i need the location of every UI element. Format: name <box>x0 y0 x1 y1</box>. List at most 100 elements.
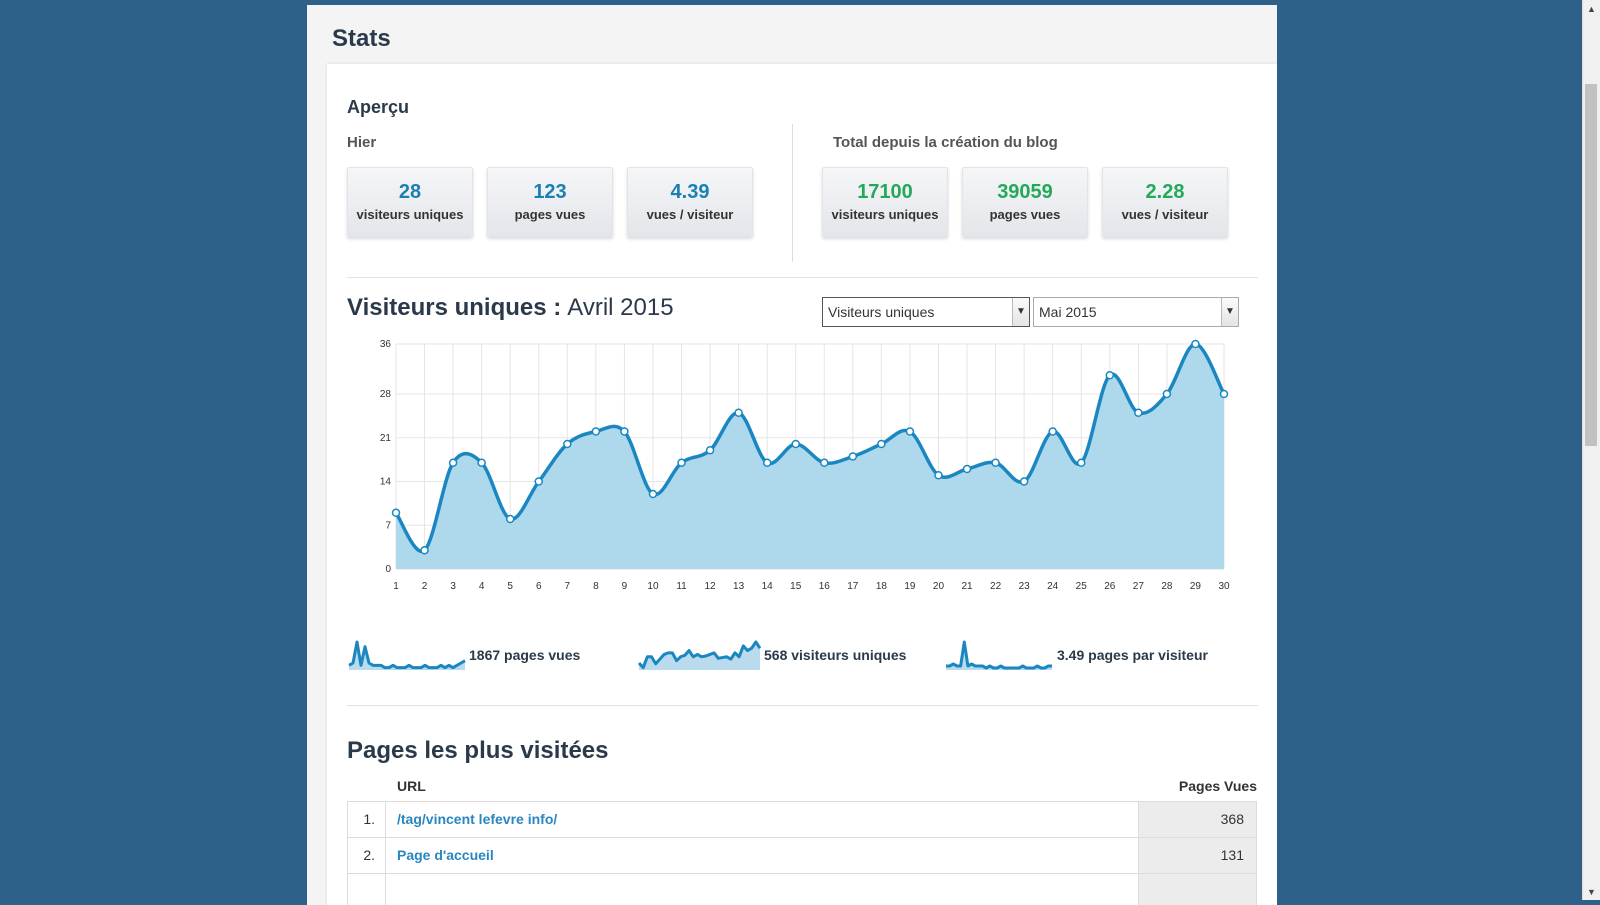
chart-y-tick-label: 21 <box>380 433 392 444</box>
row-url-link[interactable]: /tag/vincent lefevre info/ <box>397 811 558 827</box>
chart-x-tick-label: 28 <box>1161 581 1173 592</box>
chart-x-tick-label: 23 <box>1019 581 1031 592</box>
chart-data-point <box>620 427 629 436</box>
yesterday-label: Hier <box>347 134 377 151</box>
stat-yesterday-views-per-visitor: 4.39 vues / visiteur <box>627 167 753 237</box>
chart-data-point <box>477 458 486 467</box>
chart-data-point <box>1019 477 1029 486</box>
stats-panel: Stats Aperçu Hier Total depuis la créati… <box>307 5 1277 905</box>
stat-value: 2.28 <box>1145 181 1185 203</box>
chart-x-tick-label: 8 <box>593 581 599 592</box>
sparkline-visitors <box>637 640 762 670</box>
chart-y-tick-label: 28 <box>380 389 392 400</box>
chart-data-point <box>1219 389 1229 399</box>
chart-data-point <box>448 458 458 467</box>
chevron-down-icon[interactable]: ▼ <box>1221 298 1238 326</box>
stat-label: vues / visiteur <box>646 207 734 222</box>
chart-x-tick-label: 27 <box>1133 581 1145 592</box>
summary-pages-per-visitor: 3.49 pages par visiteur <box>944 634 1244 674</box>
stat-total-views-per-visitor: 2.28 vues / visiteur <box>1102 167 1228 237</box>
chart-heading-metric: Visiteurs uniques : <box>347 294 562 321</box>
section-divider <box>347 705 1258 706</box>
chart-x-tick-label: 20 <box>933 581 945 592</box>
column-header-url: URL <box>397 778 426 794</box>
chart-data-point <box>734 408 743 417</box>
column-header-views: Pages Vues <box>1178 778 1257 794</box>
chart-x-tick-label: 15 <box>790 581 802 592</box>
page-scrollbar[interactable]: ▲ ▼ <box>1582 0 1600 900</box>
chart-data-point <box>391 508 401 517</box>
stat-label: visiteurs uniques <box>831 207 939 222</box>
chart-y-tick-label: 36 <box>380 339 392 350</box>
stat-total-pageviews: 39059 pages vues <box>962 167 1088 237</box>
chart-data-point <box>934 471 943 480</box>
chart-x-tick-label: 17 <box>847 581 859 592</box>
sparkline-pages-per-visitor <box>946 640 1052 670</box>
stat-value: 39059 <box>997 181 1053 203</box>
chart-heading-period: Avril 2015 <box>567 294 674 321</box>
chart-x-tick-label: 10 <box>647 581 659 592</box>
stats-card: Aperçu Hier Total depuis la création du … <box>327 64 1277 905</box>
chart-data-point <box>1105 371 1115 380</box>
month-select-value: Mai 2015 <box>1039 304 1097 320</box>
row-url-link[interactable]: Page d'accueil <box>397 847 494 863</box>
summary-pages-per-visitor-text: 3.49 pages par visiteur <box>1057 647 1208 663</box>
chart-data-point <box>420 546 429 555</box>
chart-x-tick-label: 1 <box>393 581 399 592</box>
chart-data-point <box>1134 408 1143 417</box>
chart-x-tick-label: 14 <box>762 581 774 592</box>
scroll-up-arrow-icon[interactable]: ▲ <box>1587 3 1596 14</box>
chart-data-point <box>848 452 858 461</box>
chart-x-tick-label: 12 <box>705 581 717 592</box>
top-pages-heading: Pages les plus visitées <box>347 737 609 764</box>
month-select[interactable]: Mai 2015 ▼ <box>1033 297 1239 327</box>
row-rank: 2. <box>348 838 386 873</box>
chart-data-point <box>1162 389 1172 399</box>
chart-data-point <box>505 514 515 524</box>
stat-label: visiteurs uniques <box>356 207 464 222</box>
metric-select[interactable]: Visiteurs uniques ▼ <box>822 297 1030 327</box>
stat-total-visitors: 17100 visiteurs uniques <box>822 167 948 237</box>
row-rank: 1. <box>348 802 386 837</box>
table-row <box>347 873 1257 905</box>
sparkline-line <box>946 640 1052 670</box>
sparkline-line <box>348 640 466 670</box>
chart-x-tick-label: 25 <box>1076 581 1088 592</box>
chart-x-tick-label: 26 <box>1104 581 1116 592</box>
chart-data-point <box>905 427 915 436</box>
stat-yesterday-visitors: 28 visiteurs uniques <box>347 167 473 237</box>
chart-x-tick-label: 2 <box>422 581 428 592</box>
chart-x-tick-label: 11 <box>676 581 687 592</box>
chevron-down-icon[interactable]: ▼ <box>1012 298 1029 326</box>
chart-data-point <box>534 477 544 486</box>
chart-data-point <box>791 439 800 449</box>
stat-label: pages vues <box>514 207 586 222</box>
row-views <box>1138 874 1256 905</box>
chart-y-tick-label: 7 <box>385 520 391 531</box>
table-row: 2. Page d'accueil 131 <box>347 837 1257 874</box>
total-label: Total depuis la création du blog <box>833 134 1058 151</box>
chart-area-fill <box>396 344 1224 569</box>
scrollbar-thumb[interactable] <box>1585 84 1597 446</box>
sparkline-fill <box>349 642 465 670</box>
stat-value: 123 <box>533 181 567 203</box>
stat-value: 4.39 <box>670 181 710 203</box>
chart-x-tick-label: 22 <box>990 581 1002 592</box>
stat-label: pages vues <box>989 207 1061 222</box>
summary-visitors-text: 568 visiteurs uniques <box>764 647 907 663</box>
chart-x-tick-label: 4 <box>479 581 485 592</box>
chart-data-point <box>563 439 572 449</box>
row-views: 368 <box>1138 802 1256 837</box>
chart-data-point <box>877 439 886 449</box>
chart-data-point <box>1076 458 1086 467</box>
chart-x-tick-label: 30 <box>1218 581 1230 592</box>
stat-label: vues / visiteur <box>1121 207 1209 222</box>
overview-heading: Aperçu <box>347 97 410 117</box>
scroll-down-arrow-icon[interactable]: ▼ <box>1587 886 1596 897</box>
chart-x-tick-label: 29 <box>1190 581 1202 592</box>
overview-divider <box>792 124 793 262</box>
stat-value: 17100 <box>857 181 913 203</box>
chart-x-tick-label: 7 <box>565 581 571 592</box>
chart-data-point <box>705 446 715 455</box>
